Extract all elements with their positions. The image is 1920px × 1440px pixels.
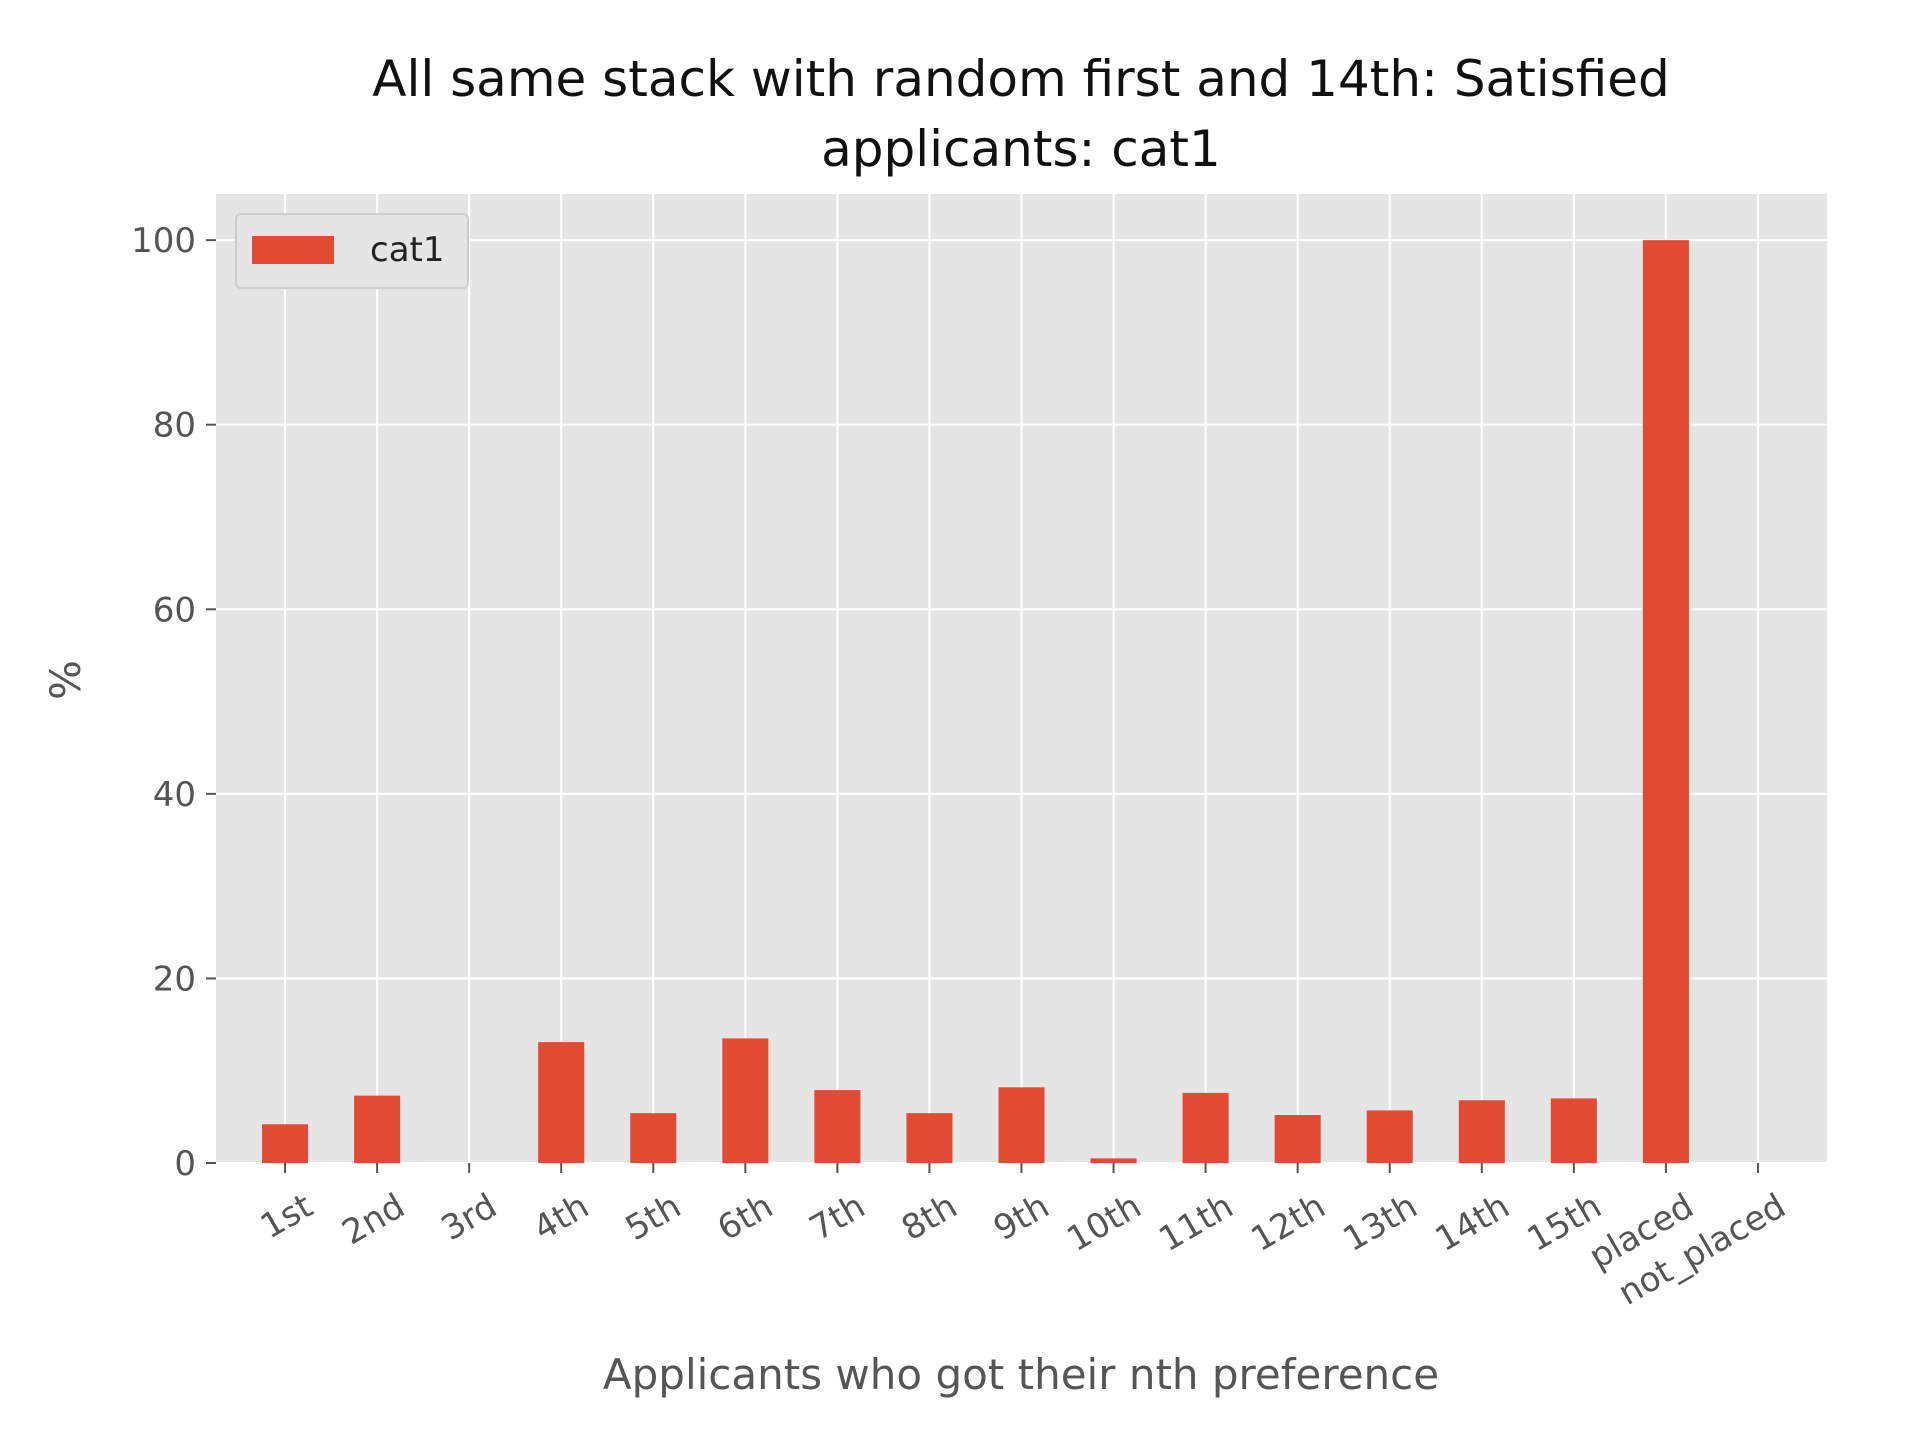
legend: cat1	[235, 213, 469, 289]
x-tick-label-7th: 7th	[803, 1186, 872, 1249]
x-tick-label-13th: 13th	[1337, 1186, 1425, 1260]
y-axis-label: %	[41, 660, 90, 700]
bar-1st	[262, 1124, 309, 1163]
legend-label: cat1	[370, 230, 445, 270]
x-tick-label-12th: 12th	[1244, 1186, 1332, 1260]
bars	[262, 240, 1689, 1164]
x-tick-label-8th: 8th	[895, 1186, 964, 1249]
y-tick-label: 100	[131, 221, 196, 261]
y-tick-label: 0	[174, 1144, 196, 1184]
bar-10th	[1090, 1158, 1137, 1163]
bar-placed	[1642, 240, 1689, 1164]
bar-4th	[538, 1042, 585, 1163]
x-tick-label-14th: 14th	[1429, 1186, 1517, 1260]
bar-6th	[722, 1038, 769, 1163]
x-tick-label-4th: 4th	[527, 1186, 596, 1249]
legend-swatch	[252, 236, 334, 264]
y-tick-label: 60	[153, 590, 196, 630]
chart-title-line-1: All same stack with random first and 14t…	[372, 50, 1670, 108]
bar-8th	[906, 1113, 953, 1163]
y-tick-label: 40	[153, 775, 196, 815]
bar-2nd	[354, 1095, 401, 1163]
x-tick-label-2nd: 2nd	[336, 1186, 412, 1253]
x-tick-label-5th: 5th	[619, 1186, 688, 1249]
x-tick-label-11th: 11th	[1152, 1186, 1240, 1260]
bar-14th	[1458, 1100, 1505, 1163]
x-axis-label: Applicants who got their nth preference	[603, 1350, 1439, 1399]
x-tick-label-9th: 9th	[987, 1186, 1056, 1249]
bar-7th	[814, 1090, 861, 1163]
bar-13th	[1366, 1110, 1413, 1163]
bar-9th	[998, 1087, 1045, 1163]
bar-15th	[1550, 1098, 1597, 1163]
bar-11th	[1182, 1092, 1229, 1163]
y-tick-label: 20	[153, 959, 196, 999]
x-tick-label-1st: 1st	[254, 1186, 320, 1247]
bar-12th	[1274, 1115, 1321, 1163]
x-tick-label-10th: 10th	[1060, 1186, 1148, 1260]
bar-5th	[630, 1113, 677, 1163]
x-tick-label-6th: 6th	[711, 1186, 780, 1249]
chart-title-line-2: applicants: cat1	[821, 120, 1221, 178]
x-tick-label-3rd: 3rd	[435, 1186, 504, 1249]
legend-box	[235, 213, 469, 289]
y-tick-label: 80	[153, 406, 196, 446]
